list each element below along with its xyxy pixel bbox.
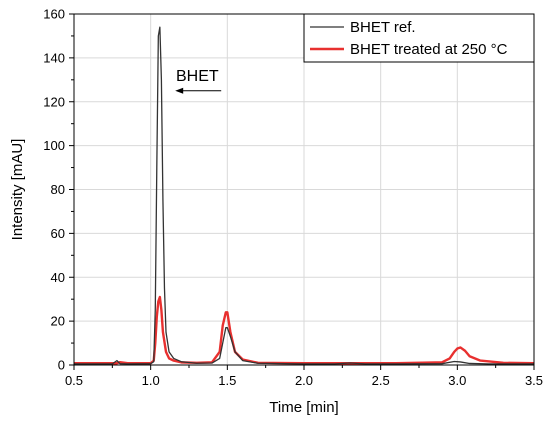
x-axis-ticks: 0.5 1.0 1.5 2.0 2.5 3.0 3.5 — [65, 365, 543, 388]
y-tick-label: 160 — [43, 7, 65, 22]
annotation-label: BHET — [176, 68, 219, 85]
y-tick-label: 80 — [51, 182, 65, 197]
x-tick-label: 3.0 — [448, 373, 466, 388]
x-tick-label: 3.5 — [525, 373, 543, 388]
annotation-arrow-head — [175, 87, 184, 94]
series-line-0 — [74, 26, 534, 365]
y-tick-label: 20 — [51, 314, 65, 329]
legend-box — [303, 13, 535, 63]
y-tick-label: 0 — [58, 358, 65, 373]
x-axis-label: Time [min] — [269, 399, 338, 416]
x-tick-label: 2.0 — [295, 373, 313, 388]
y-axis-label: Intensity [mAU] — [9, 139, 26, 241]
x-tick-label: 2.5 — [372, 373, 390, 388]
bhet-annotation: BHET — [175, 68, 222, 94]
y-tick-label: 40 — [51, 270, 65, 285]
legend-label-bhet-treated: BHET treated at 250 °C — [350, 41, 508, 58]
series-line-1 — [74, 295, 535, 365]
x-tick-label: 0.5 — [65, 373, 83, 388]
y-tick-label: 100 — [43, 138, 65, 153]
y-tick-label: 140 — [43, 50, 65, 65]
y-axis-ticks: 0 20 40 60 80 100 120 140 160 — [43, 7, 74, 373]
y-tick-label: 60 — [51, 226, 65, 241]
x-tick-label: 1.0 — [142, 373, 160, 388]
series-lines — [74, 26, 535, 365]
x-tick-label: 1.5 — [218, 373, 236, 388]
legend-label-bhet-ref: BHET ref. — [350, 19, 416, 36]
legend: BHET ref. BHET treated at 250 °C — [303, 13, 535, 63]
y-tick-label: 120 — [43, 94, 65, 109]
grid-lines — [74, 14, 534, 365]
